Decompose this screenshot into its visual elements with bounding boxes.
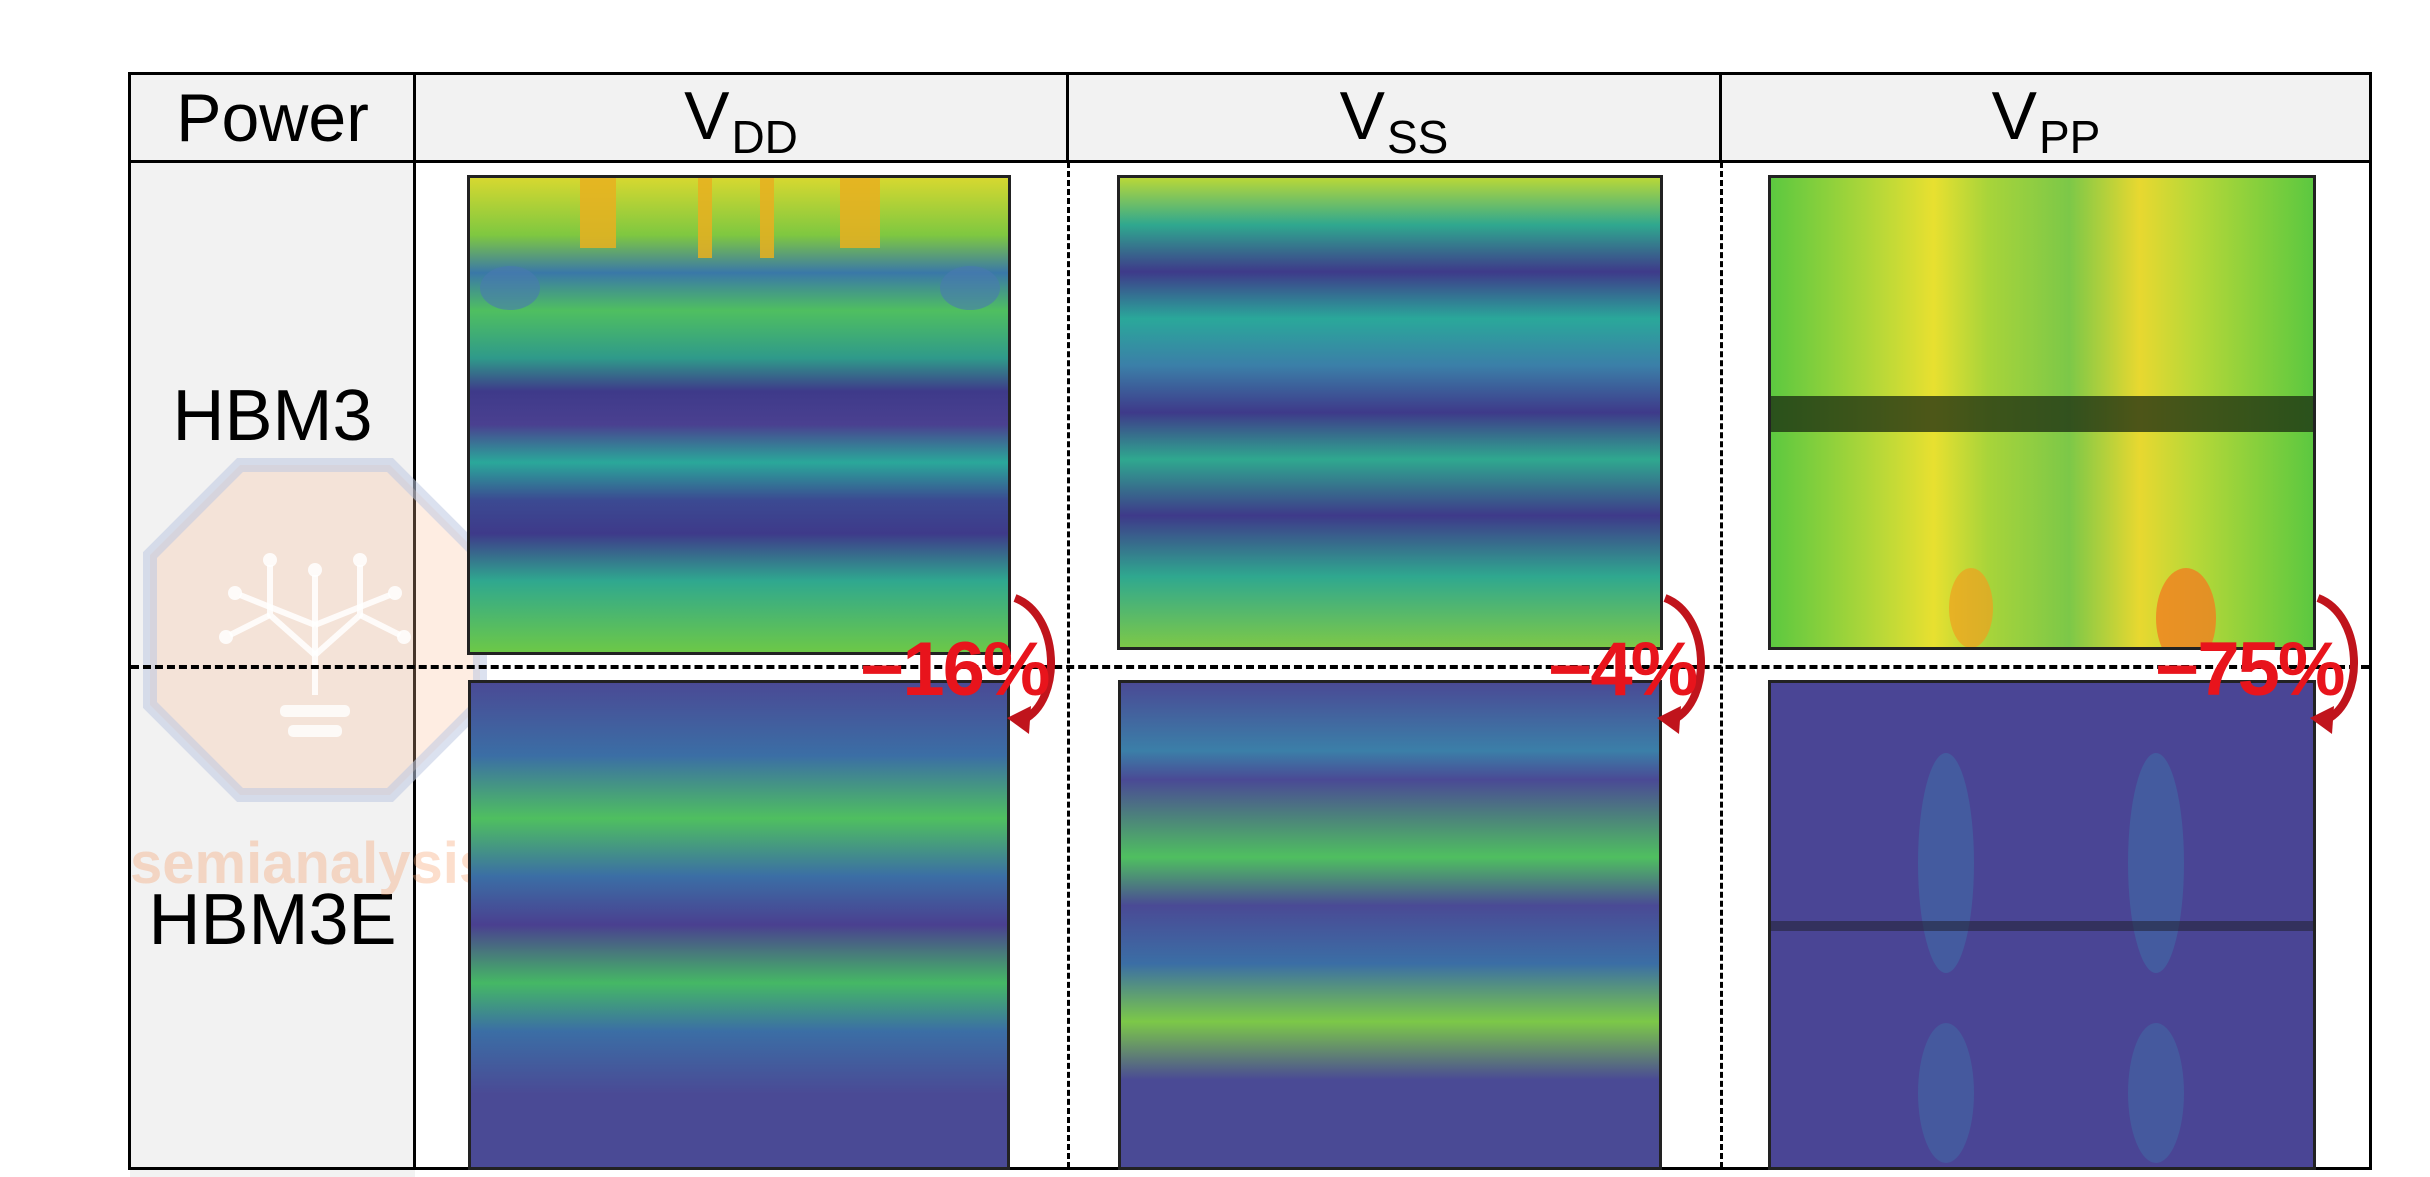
row-label-hbm3: HBM3	[172, 376, 373, 456]
heatmap-hbm3e-vdd	[468, 680, 1010, 1170]
header-col-divider-1	[1066, 72, 1069, 162]
label-column-bg	[130, 161, 415, 1177]
header-divider	[128, 160, 2372, 163]
reduction-arrow-vpp-icon	[2310, 594, 2358, 734]
reduction-arrow-vss-icon	[1657, 594, 1705, 734]
reduction-arrow-vdd-icon	[1007, 594, 1055, 734]
corner-header: Power	[176, 80, 369, 156]
label-column-divider	[413, 72, 416, 1170]
heatmap-hbm3-vdd-svg	[470, 178, 1008, 652]
table-border-left	[128, 72, 131, 1170]
heatmap-hbm3e-vdd-svg	[471, 683, 1007, 1167]
heatmap-hbm3e-vpp-svg	[1771, 683, 2313, 1167]
table-border-top	[128, 72, 2372, 75]
header-row-bg	[130, 73, 2370, 161]
heatmap-hbm3e-vpp	[1768, 680, 2316, 1170]
reduction-vss: −4%	[1548, 627, 1698, 712]
column-header-vpp: VPP	[1991, 78, 2101, 163]
heatmap-hbm3e-vss-svg	[1121, 683, 1659, 1167]
heatmap-hbm3-vdd	[467, 175, 1011, 655]
heatmap-hbm3-vss	[1117, 175, 1663, 650]
header-col-divider-2	[1719, 72, 1722, 162]
row-divider	[131, 665, 2369, 669]
reduction-vpp: −75%	[2155, 627, 2345, 712]
column-header-vss: VSS	[1339, 78, 1449, 163]
table-border-right	[2369, 72, 2372, 1170]
heatmap-hbm3-vss-svg	[1120, 178, 1660, 647]
heatmap-hbm3-vpp-svg	[1771, 178, 2313, 647]
row-label-hbm3e: HBM3E	[148, 880, 397, 960]
heatmap-hbm3e-vss	[1118, 680, 1662, 1170]
reduction-vdd: −16%	[860, 627, 1050, 712]
heatmap-hbm3-vpp	[1768, 175, 2316, 650]
column-header-vdd: VDD	[684, 78, 798, 163]
